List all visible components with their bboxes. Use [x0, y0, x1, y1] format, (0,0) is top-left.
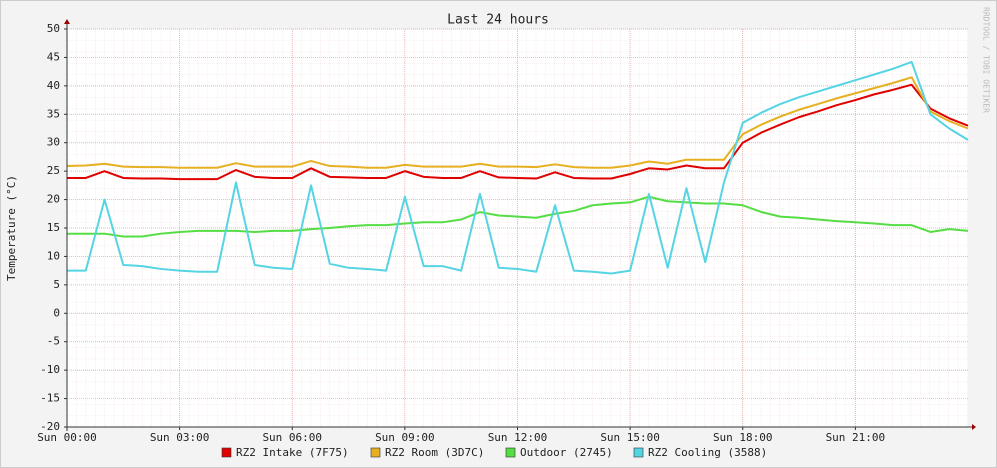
series-line	[67, 195, 969, 238]
axes: -20 -15 -10 -5 0 5 10 15 20 25 30 35 40 45 50 Sun 00:00…	[37, 19, 976, 444]
x-tick-label: Sun 09:00	[375, 431, 435, 444]
legend-swatch	[221, 447, 232, 458]
y-tick-label: 30	[47, 136, 60, 149]
y-tick-label: -5	[47, 335, 60, 348]
y-tick-label: 20	[47, 193, 60, 206]
series-line	[66, 76, 969, 169]
x-tick-label: Sun 15:00	[600, 431, 660, 444]
y-tick-label: -10	[40, 363, 60, 376]
legend-swatch	[370, 447, 381, 458]
legend-swatch	[505, 447, 516, 458]
y-tick-label: 25	[47, 164, 60, 177]
y-axis-label: Temperature (°C)	[5, 175, 18, 281]
x-tick-label: Sun 21:00	[826, 431, 886, 444]
chart-title: Last 24 hours	[447, 13, 549, 28]
y-arrow	[64, 19, 70, 24]
x-tick-label: Sun 00:00	[37, 431, 97, 444]
watermark: RRDTOOL / TOBI OETIKER	[982, 7, 991, 113]
series-line	[67, 83, 969, 181]
x-tick-label: Sun 03:00	[150, 431, 210, 444]
legend-swatch	[633, 447, 644, 458]
x-tick-label: Sun 12:00	[488, 431, 548, 444]
lines	[66, 60, 969, 275]
y-tick-label: 5	[53, 278, 60, 291]
x-arrow	[972, 424, 976, 430]
y-tick-label: 0	[53, 306, 60, 319]
y-tick-label: 15	[47, 221, 60, 234]
series-line	[67, 60, 969, 275]
y-tick-label: 35	[47, 107, 60, 120]
x-tick-label: Sun 06:00	[262, 431, 322, 444]
y-tick-label: 45	[47, 50, 60, 63]
legend: RZ2 Intake (7F75) RZ2 Room (3D7C) Outdoor …	[221, 446, 767, 459]
y-tick-label: -20	[40, 420, 60, 433]
legend-label: RZ2 Room (3D7C)	[385, 446, 484, 459]
y-tick-label: -15	[40, 392, 60, 405]
legend-label: Outdoor (2745)	[520, 446, 613, 459]
legend-label: RZ2 Intake (7F75)	[236, 446, 349, 459]
y-tick-label: 40	[47, 79, 60, 92]
y-tick-label: 50	[47, 22, 60, 35]
x-tick-label: Sun 18:00	[713, 431, 773, 444]
y-tick-label: 10	[47, 249, 60, 262]
legend-label: RZ2 Cooling (3588)	[648, 446, 767, 459]
